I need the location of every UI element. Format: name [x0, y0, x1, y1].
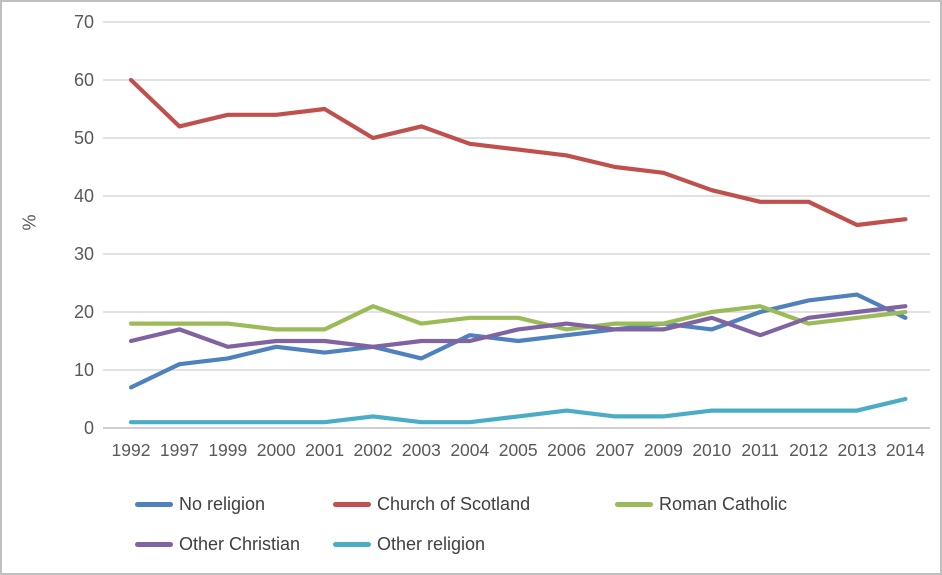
legend-label: Church of Scotland — [377, 494, 531, 514]
x-tick-label: 2014 — [886, 440, 925, 460]
x-tick-label: 2003 — [402, 440, 441, 460]
legend-label: Other religion — [377, 534, 486, 554]
series-line-roman-catholic — [128, 304, 908, 332]
y-axis-title: % — [19, 214, 40, 231]
y-tick-label: 20 — [74, 302, 94, 322]
y-tick-label: 10 — [74, 360, 94, 380]
y-tick-label: 70 — [74, 12, 94, 32]
legend-label: Roman Catholic — [659, 494, 788, 514]
y-tick-label: 30 — [74, 244, 94, 264]
x-tick-label: 2004 — [450, 440, 489, 460]
x-tick-label: 1999 — [208, 440, 247, 460]
legend-label: No religion — [179, 494, 266, 514]
x-tick-label: 2005 — [499, 440, 538, 460]
legend-item-no-religion[interactable]: No religion — [135, 494, 265, 515]
x-tick-label: 2001 — [305, 440, 344, 460]
series-line-other-christian — [128, 304, 908, 349]
x-tick-label: 2009 — [644, 440, 683, 460]
y-tick-label: 40 — [74, 186, 94, 206]
legend-item-other-christian[interactable]: Other Christian — [135, 534, 300, 555]
x-tick-label: 1997 — [160, 440, 199, 460]
x-tick-label: 2012 — [789, 440, 828, 460]
x-tick-label: 2010 — [692, 440, 731, 460]
x-tick-label: 1992 — [112, 440, 151, 460]
legend-line-swatch — [135, 502, 173, 507]
y-tick-label: 60 — [74, 70, 94, 90]
legend-label: Other Christian — [179, 534, 301, 554]
legend-line-swatch — [333, 542, 371, 547]
legend-line-swatch — [615, 502, 653, 507]
legend-line-swatch — [135, 542, 173, 547]
legend-line-swatch — [333, 502, 371, 507]
legend-item-other-religion[interactable]: Other religion — [333, 534, 485, 555]
x-tick-label: 2011 — [741, 440, 779, 460]
y-tick-label: 0 — [84, 418, 94, 438]
series-line-other-religion — [128, 396, 908, 425]
y-tick-label: 50 — [74, 128, 94, 148]
x-tick-label: 2007 — [596, 440, 635, 460]
x-tick-label: 2006 — [547, 440, 586, 460]
x-tick-label: 2002 — [354, 440, 393, 460]
x-tick-label: 2013 — [838, 440, 877, 460]
series-line-church-of-scotland — [128, 77, 908, 228]
series-line-no-religion — [128, 292, 908, 390]
legend-item-roman-catholic[interactable]: Roman Catholic — [615, 494, 787, 515]
legend-item-church-of-scotland[interactable]: Church of Scotland — [333, 494, 530, 515]
x-tick-label: 2000 — [257, 440, 296, 460]
